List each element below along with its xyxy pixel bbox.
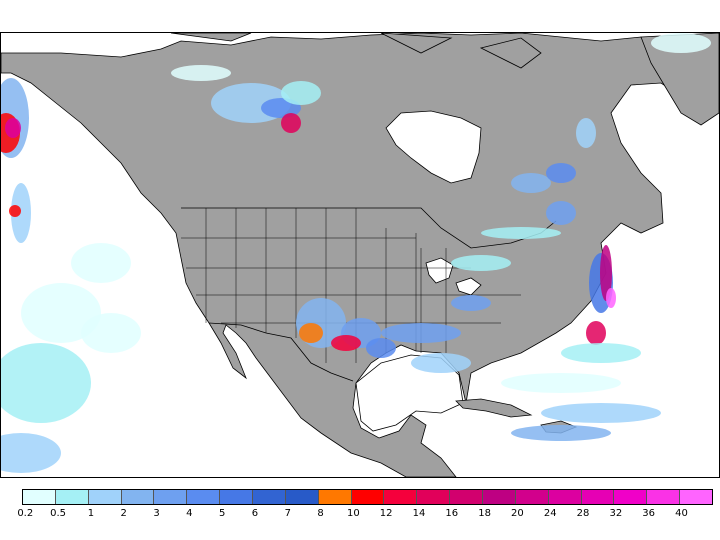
- colorbar-swatch: [581, 490, 615, 504]
- colorbar-tick-label: 12: [379, 508, 393, 519]
- colorbar-swatch: [55, 490, 89, 504]
- precip-area-25: [576, 118, 596, 148]
- colorbar-tick-label: 32: [609, 508, 623, 519]
- precip-area-16: [299, 323, 323, 343]
- precip-area-22: [451, 295, 491, 311]
- precip-area-21: [411, 353, 471, 373]
- colorbar-swatch: [253, 490, 286, 504]
- precip-area-29: [586, 321, 606, 345]
- colorbar-swatch: [483, 490, 516, 504]
- precip-area-30: [561, 343, 641, 363]
- colorbar-tick-labels: 0.2 0.5 1 2 3 4 5 6 7 8 10 12 14 16 18 20 24 28 32 36 40: [0, 508, 720, 522]
- us-mexico-border: [208, 322, 354, 382]
- colorbar-tick-label: 10: [347, 508, 360, 519]
- colorbar-swatch: [121, 490, 155, 504]
- gulf-of-mexico-water: [355, 354, 464, 432]
- precip-area-27: [600, 245, 612, 301]
- colorbar-tick-label: 0.5: [50, 508, 67, 519]
- precip-area-13: [281, 81, 321, 105]
- great-lakes-water: [425, 257, 482, 296]
- colorbar: [22, 489, 713, 505]
- precipitation-shading: [1, 33, 711, 473]
- precip-area-19: [331, 335, 361, 351]
- colorbar-tick-label: 18: [478, 508, 491, 519]
- colorbar-swatch: [88, 490, 122, 504]
- precip-area-34: [481, 227, 561, 239]
- colorbar-swatch: [647, 490, 681, 504]
- precip-area-4: [9, 205, 21, 217]
- precip-area-36: [451, 255, 511, 271]
- precip-area-24: [546, 163, 576, 183]
- precip-area-33: [511, 425, 611, 441]
- colorbar-swatch: [450, 490, 484, 504]
- colorbar-swatch: [548, 490, 582, 504]
- colorbar-swatch: [680, 490, 713, 504]
- precip-area-18: [366, 338, 396, 358]
- colorbar-tick-label: 40: [675, 508, 688, 519]
- map-canvas: [1, 33, 719, 477]
- colorbar-tick-label: 14: [412, 508, 426, 519]
- colorbar-tick-label: 1: [87, 508, 95, 519]
- precip-area-37: [651, 33, 711, 53]
- precip-area-32: [541, 403, 661, 423]
- colorbar-swatch: [285, 490, 319, 504]
- colorbar-swatch: [515, 490, 549, 504]
- precip-area-12: [281, 113, 301, 133]
- colorbar-tick-label: 6: [251, 508, 259, 519]
- colorbar-swatch: [384, 490, 418, 504]
- precip-area-5: [71, 243, 131, 283]
- colorbar-tick-label: 16: [445, 508, 459, 519]
- colorbar-swatch: [154, 490, 188, 504]
- precipitation-map: [0, 32, 720, 478]
- colorbar-tick-label: 28: [576, 508, 590, 519]
- colorbar-swatch: [417, 490, 451, 504]
- colorbar-tick-label: 5: [218, 508, 226, 519]
- precip-area-28: [606, 288, 616, 308]
- arctic-islands-land: [170, 33, 542, 69]
- colorbar-tick-label: 2: [120, 508, 127, 519]
- colorbar-swatch: [187, 490, 221, 504]
- colorbar-swatch: [614, 490, 648, 504]
- colorbar-tick-label: 20: [511, 508, 524, 519]
- hudson-bay-water: [385, 110, 482, 184]
- precip-area-20: [381, 323, 461, 343]
- colorbar-tick-label: 4: [186, 508, 193, 519]
- colorbar-tick-label: 0.2: [17, 508, 34, 519]
- precip-area-35: [546, 201, 576, 225]
- precip-area-9: [81, 313, 141, 353]
- precip-area-8: [1, 433, 61, 473]
- colorbar-tick-label: 24: [543, 508, 557, 519]
- colorbar-tick-label: 8: [317, 508, 324, 519]
- cuba-land: [455, 398, 533, 418]
- colorbar-tick-label: 3: [153, 508, 160, 519]
- colorbar-swatch: [220, 490, 254, 504]
- colorbar-swatch: [23, 490, 56, 504]
- precip-area-7: [1, 343, 91, 423]
- colorbar-tick-label: 36: [642, 508, 656, 519]
- precip-area-31: [501, 373, 621, 393]
- precip-area-1: [11, 183, 31, 243]
- precip-area-6: [21, 283, 101, 343]
- greenland-land: [640, 33, 719, 126]
- colorbar-swatch: [351, 490, 385, 504]
- colorbar-tick-label: 7: [284, 508, 291, 519]
- precip-area-23: [511, 173, 551, 193]
- colorbar-swatch: [318, 490, 352, 504]
- precip-area-3: [5, 118, 21, 138]
- precip-area-14: [171, 65, 231, 81]
